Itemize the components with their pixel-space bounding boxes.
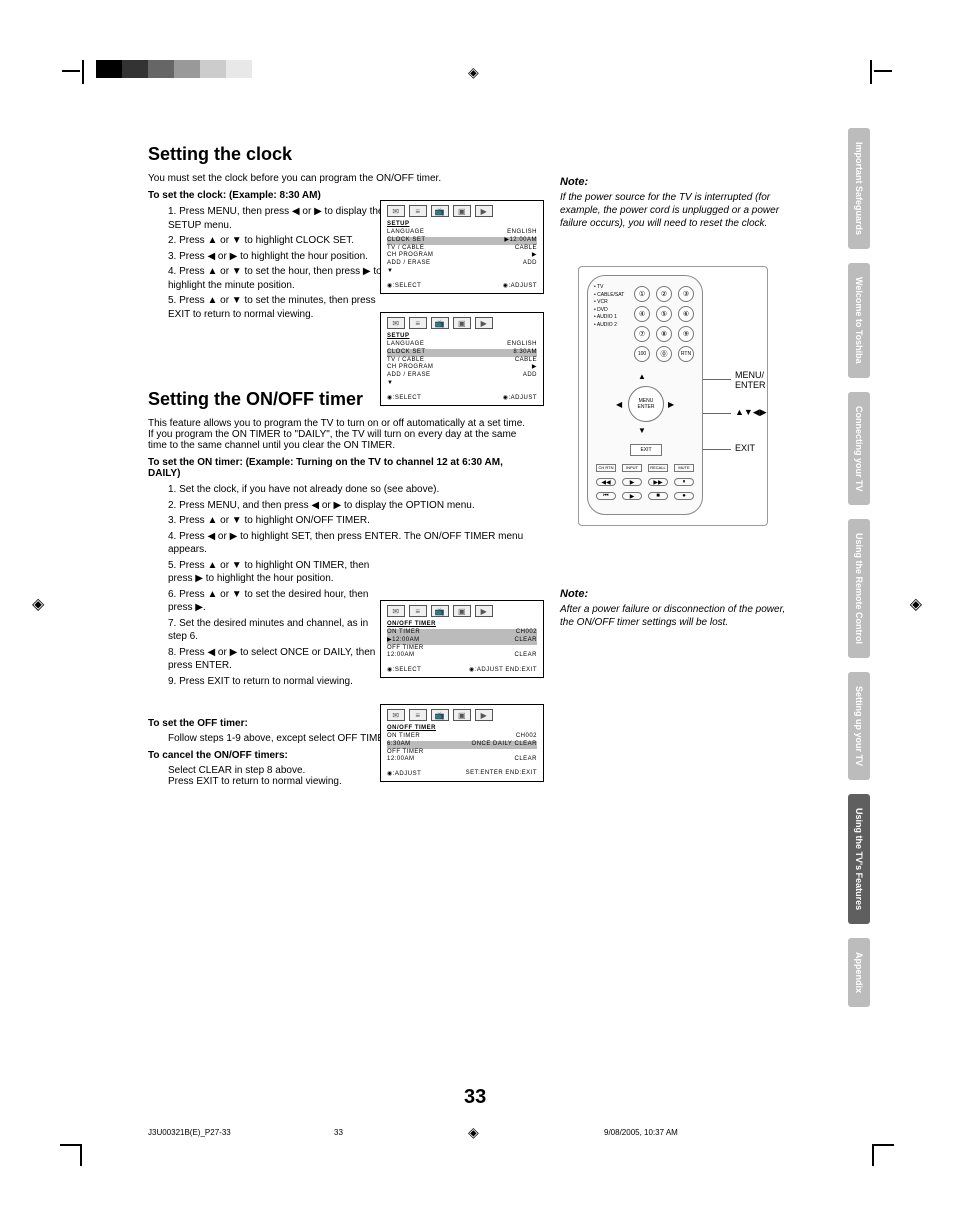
footer-date: 9/08/2005, 10:37 AM: [604, 1128, 678, 1137]
list-item: 8. Press ◀ or ▶ to select ONCE or DAILY,…: [168, 646, 388, 673]
list-item: 1. Set the clock, if you have not alread…: [168, 483, 538, 497]
tab-remote[interactable]: Using the Remote Control: [848, 519, 870, 658]
list-item: 3. Press ▲ or ▼ to highlight ON/OFF TIME…: [168, 514, 538, 528]
list-item: 4. Press ▲ or ▼ to set the hour, then pr…: [168, 265, 388, 292]
note-2-body: After a power failure or disconnection o…: [560, 603, 800, 629]
remote-exit-label: EXIT: [735, 443, 755, 453]
note-label-1: Note:: [560, 176, 800, 188]
clock-steps-list: 1. Press MENU, then press ◀ or ▶ to disp…: [168, 205, 388, 321]
registration-bottom-icon: ◈: [468, 1124, 479, 1141]
registration-left-icon: ◈: [32, 594, 44, 614]
clock-heading: Setting the clock: [148, 144, 648, 165]
osd-onoff-1: ✉≡📺▣▶ ON/OFF TIMER ON TIMERCH002▶12:00AM…: [380, 600, 544, 678]
osd-onoff-2: ✉≡📺▣▶ ON/OFF TIMER ON TIMERCH0026:30AMON…: [380, 704, 544, 782]
tab-setup[interactable]: Setting up your TV: [848, 672, 870, 780]
list-item: 4. Press ◀ or ▶ to highlight SET, then p…: [168, 530, 538, 557]
tab-safeguards[interactable]: Important Safeguards: [848, 128, 870, 249]
footer-page: 33: [334, 1128, 343, 1137]
tab-connecting[interactable]: Connecting your TV: [848, 392, 870, 506]
tab-appendix[interactable]: Appendix: [848, 938, 870, 1007]
remote-arrows-label: ▲▼◀▶: [735, 407, 767, 418]
list-item: 2. Press ▲ or ▼ to highlight CLOCK SET.: [168, 234, 388, 248]
list-item: 9. Press EXIT to return to normal viewin…: [168, 675, 388, 689]
bottom-print-marks: J3U00321B(E)_P27-33 33 ◈ 9/08/2005, 10:3…: [0, 1128, 954, 1158]
tab-welcome[interactable]: Welcome to Toshiba: [848, 263, 870, 378]
note-1-body: If the power source for the TV is interr…: [560, 191, 800, 230]
note-label-2: Note:: [560, 588, 800, 600]
list-item: 5. Press ▲ or ▼ to set the minutes, then…: [168, 294, 388, 321]
registration-right-icon: ◈: [910, 594, 922, 614]
list-item: 7. Set the desired minutes and channel, …: [168, 617, 388, 644]
footer-doc-id: J3U00321B(E)_P27-33: [148, 1128, 231, 1137]
timer-subheading: To set the ON timer: (Example: Turning o…: [148, 457, 518, 479]
remote-diagram: • TV• CABLE/SAT• VCR• DVD• AUDIO 1• AUDI…: [578, 266, 768, 526]
list-item: 6. Press ▲ or ▼ to set the desired hour,…: [168, 588, 388, 615]
crop-mark-bl: [60, 1144, 82, 1166]
remote-menu-label: MENU/ ENTER: [735, 370, 766, 390]
tab-features[interactable]: Using the TV's Features: [848, 794, 870, 924]
top-print-marks: ◈: [0, 60, 954, 84]
list-item: 3. Press ◀ or ▶ to highlight the hour po…: [168, 250, 388, 264]
osd-setup-1: ✉≡📺▣▶ SETUP LANGUAGEENGLISHCLOCK SET▶12:…: [380, 200, 544, 294]
registration-icon: ◈: [468, 64, 479, 81]
page-number: 33: [464, 1086, 486, 1109]
side-tabs: Important Safeguards Welcome to Toshiba …: [848, 128, 892, 1021]
osd-setup-2: ✉≡📺▣▶ SETUP LANGUAGEENGLISHCLOCK SET8:30…: [380, 312, 544, 406]
list-item: 1. Press MENU, then press ◀ or ▶ to disp…: [168, 205, 388, 232]
timer-intro: This feature allows you to program the T…: [148, 418, 528, 451]
note-2: Note: After a power failure or disconnec…: [560, 588, 800, 629]
right-column: Note: If the power source for the TV is …: [560, 176, 800, 230]
list-item: 2. Press MENU, and then press ◀ or ▶ to …: [168, 499, 538, 513]
list-item: 5. Press ▲ or ▼ to highlight ON TIMER, t…: [168, 559, 388, 586]
crop-mark-br: [872, 1144, 894, 1166]
